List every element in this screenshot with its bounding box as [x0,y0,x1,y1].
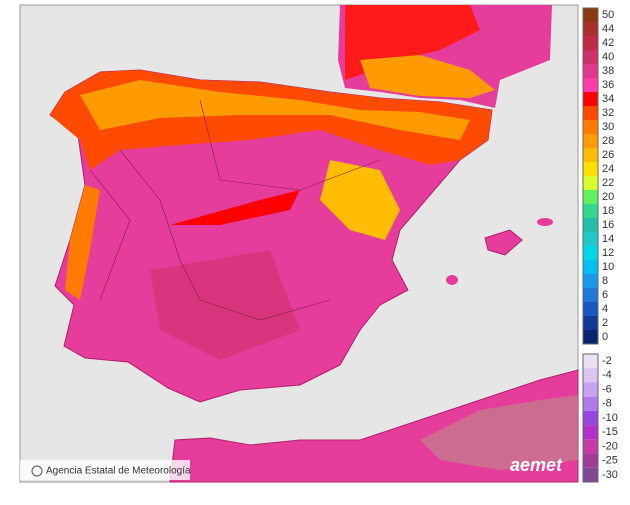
north-coast [80,80,470,140]
legend-label: -4 [602,369,612,381]
legend-swatch [583,218,598,232]
legend-label: 34 [602,93,614,105]
legend-label: 0 [602,331,608,343]
ibiza [446,275,458,285]
legend-label: -25 [602,455,618,467]
east-band [320,160,400,240]
legend-label: 16 [602,219,614,231]
legend-label: 22 [602,177,614,189]
legend-swatch [583,274,598,288]
legend-label: 2 [602,317,608,329]
legend-label: -30 [602,469,618,481]
legend-label: -8 [602,398,612,410]
legend-swatch [583,78,598,92]
legend-label: 20 [602,191,614,203]
legend-label: 32 [602,107,614,119]
legend-swatch [583,288,598,302]
legend-label: 8 [602,275,608,287]
legend-swatch [583,302,598,316]
legend-label: 26 [602,149,614,161]
legend-label: 14 [602,233,614,245]
mallorca [484,229,523,256]
legend-swatch [583,246,598,260]
legend-label: -20 [602,440,618,452]
legend-label: 42 [602,37,614,49]
menorca [537,218,553,226]
pyrenees [360,55,495,98]
legend-label: 40 [602,51,614,63]
legend-swatch [583,176,598,190]
copyright-icon [31,465,43,477]
legend-label: 44 [602,23,614,35]
legend-swatch [583,204,598,218]
legend-swatch [583,36,598,50]
legend-swatch [583,22,598,36]
legend-swatch [583,316,598,330]
legend-swatch [583,106,598,120]
inland-hot [150,250,300,360]
legend-label: 28 [602,135,614,147]
legend-label: -10 [602,412,618,424]
legend-swatch [583,232,598,246]
credit: Agencia Estatal de Meteorología [46,466,191,477]
legend-label: 50 [602,9,614,21]
legend-label: 4 [602,303,608,315]
legend-label: -6 [602,383,612,395]
legend-label: 12 [602,247,614,259]
legend-swatch [583,64,598,78]
borders [89,99,381,321]
legend-label: -2 [602,355,612,367]
legend-swatch [583,148,598,162]
legend-swatch [583,382,598,397]
legend-label: 18 [602,205,614,217]
legend-swatch [583,162,598,176]
legend-label: 36 [602,79,614,91]
legend-label: 38 [602,65,614,77]
legend-border [582,353,599,483]
logo: aemet [510,455,563,475]
legend-swatch [583,396,598,411]
central-range [170,190,300,225]
legend-swatch [583,134,598,148]
west-coast [65,185,100,300]
legend-swatch [583,330,598,344]
legend-label: 10 [602,261,614,273]
legend-swatch [583,439,598,454]
legend-swatch [583,467,598,482]
legend: 5044424038363432302826242220181614121086… [582,7,618,483]
legend-swatch [583,190,598,204]
legend-swatch [583,120,598,134]
legend-swatch [583,425,598,440]
credit-box [20,460,190,480]
legend-label: -15 [602,426,618,438]
atlas [420,395,578,470]
legend-swatch [583,50,598,64]
legend-swatch [583,410,598,426]
legend-swatch [583,453,598,468]
legend-label: 6 [602,289,608,301]
legend-label: 30 [602,121,614,133]
legend-swatch [583,92,598,106]
legend-swatch [583,260,598,274]
legend-swatch [583,354,598,369]
legend-label: 24 [602,163,614,175]
legend-swatch [583,8,598,22]
legend-border [582,7,599,345]
legend-swatch [583,368,598,383]
